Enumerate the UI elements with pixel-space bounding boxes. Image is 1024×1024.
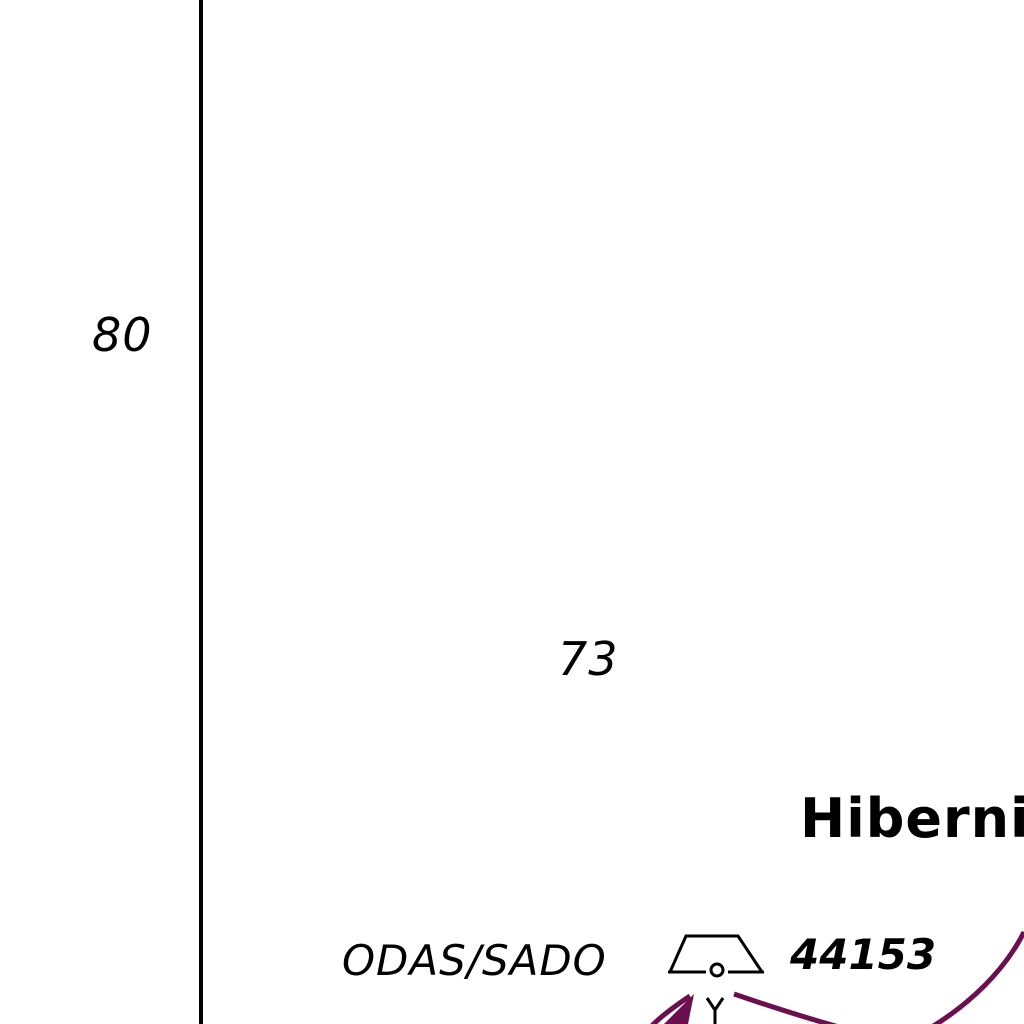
buoy-type-label: ODAS/SADO [342,936,607,985]
buoy-id-label: 44153 [790,930,937,979]
route-arrowhead [664,994,694,1024]
meridian-line [199,0,203,1024]
depth-sounding-73: 73 [558,632,619,686]
depth-sounding-80: 80 [92,308,153,362]
route-arc-icon [650,930,1024,1024]
buoy-icon [668,934,764,1024]
platform-name-label: Hibernia [800,787,1024,850]
